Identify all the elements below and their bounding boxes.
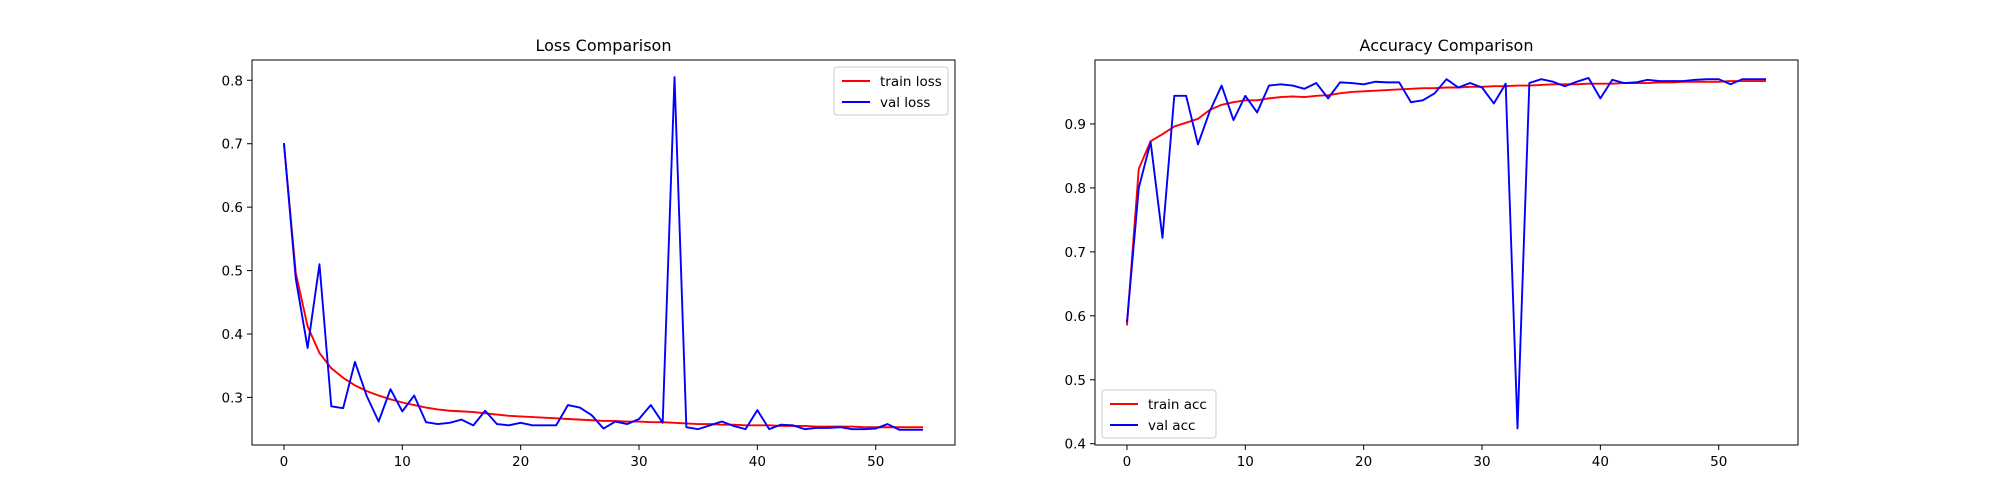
loss-y-tick-label: 0.7 xyxy=(222,137,243,153)
loss-x-tick-label: 40 xyxy=(749,454,766,470)
loss-legend-label: train loss xyxy=(880,74,942,90)
loss-axes-frame xyxy=(251,59,956,446)
loss-y-tick-label: 0.3 xyxy=(222,390,243,406)
loss-x-tick-label: 20 xyxy=(512,454,529,470)
acc-chart: Accuracy Comparison 0 10 20 30 40 50 0.4 0.5 0.6 0… xyxy=(1065,36,1799,470)
loss-x-tick-label: 10 xyxy=(394,454,411,470)
loss-y-tick-label: 0.8 xyxy=(222,73,243,89)
loss-series-train-loss xyxy=(283,143,924,429)
loss-x-tick-label: 0 xyxy=(280,454,289,470)
acc-x-tick-label: 0 xyxy=(1123,454,1132,470)
loss-y-tick-label: 0.4 xyxy=(222,327,243,343)
acc-y-tick-label: 0.9 xyxy=(1065,117,1086,133)
acc-y-tick-label: 0.7 xyxy=(1065,245,1086,261)
loss-chart-title: Loss Comparison xyxy=(536,36,672,55)
loss-y-tick-label: 0.5 xyxy=(222,264,243,280)
acc-chart-title: Accuracy Comparison xyxy=(1360,36,1534,55)
acc-x-tick-label: 20 xyxy=(1355,454,1372,470)
loss-x-tick-label: 50 xyxy=(867,454,884,470)
acc-legend-label: train acc xyxy=(1148,397,1207,413)
acc-x-tick-label: 50 xyxy=(1710,454,1727,470)
loss-series-val-loss xyxy=(283,76,924,431)
loss-chart: Loss Comparison 0 10 20 30 40 50 0.3 0.4 0.5 0.6 0.… xyxy=(222,36,956,470)
acc-y-tick-label: 0.6 xyxy=(1065,309,1086,325)
acc-x-tick-label: 30 xyxy=(1473,454,1490,470)
acc-y-tick-label: 0.4 xyxy=(1065,437,1086,453)
loss-y-tick-label: 0.6 xyxy=(222,200,243,216)
acc-y-tick-label: 0.8 xyxy=(1065,181,1086,197)
loss-x-tick-label: 30 xyxy=(630,454,647,470)
acc-y-tick-label: 0.5 xyxy=(1065,373,1086,389)
loss-legend: train loss val loss xyxy=(833,66,949,116)
acc-series-val-acc xyxy=(1126,76,1767,430)
acc-series-train-acc xyxy=(1126,80,1767,326)
acc-legend: train acc val acc xyxy=(1101,389,1217,439)
acc-legend-label: val acc xyxy=(1148,418,1195,434)
loss-legend-label: val loss xyxy=(880,95,930,111)
acc-x-tick-label: 10 xyxy=(1237,454,1254,470)
acc-axes-frame xyxy=(1094,59,1799,446)
acc-x-tick-label: 40 xyxy=(1592,454,1609,470)
